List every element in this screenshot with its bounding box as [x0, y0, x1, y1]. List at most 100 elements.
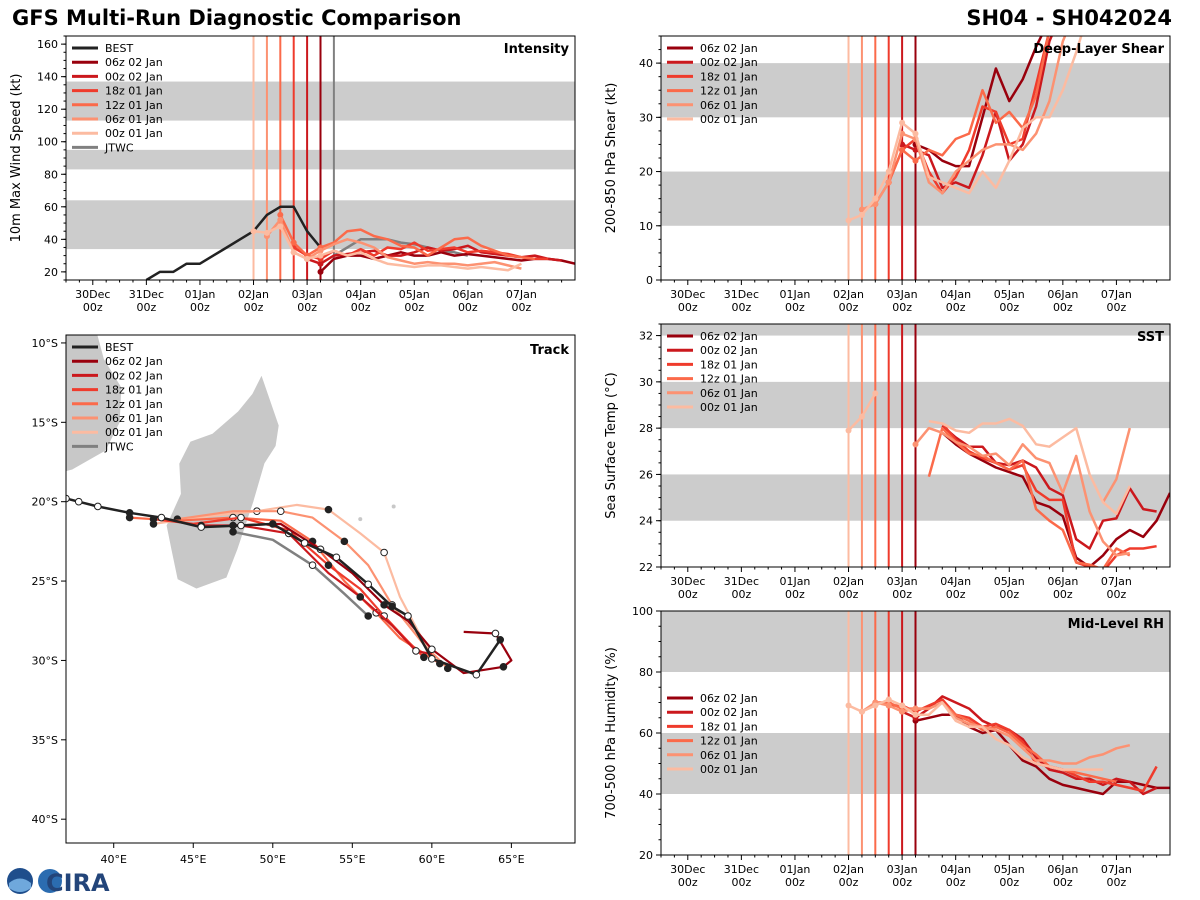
cira-logo: CIRA — [7, 868, 110, 896]
data-point — [872, 702, 879, 709]
x-tick-label: 02Jan — [833, 863, 864, 876]
data-point — [912, 705, 919, 712]
x-tick-label: 04Jan — [345, 288, 376, 301]
y-tick-label: 28 — [639, 422, 653, 435]
data-point — [317, 268, 324, 275]
track-point — [300, 539, 309, 547]
track-point — [380, 601, 388, 609]
x-tick-label: 01Jan — [779, 575, 810, 588]
x-tick-label: 03Jan — [887, 288, 918, 301]
x-tick-sublabel: 00z — [999, 876, 1019, 889]
legend-label: 06z 02 Jan — [105, 355, 163, 368]
legend-label: 12z 01 Jan — [105, 99, 163, 112]
axes-frame — [65, 334, 576, 844]
x-tick-sublabel: 00z — [678, 301, 698, 314]
y-tick-label: 120 — [37, 103, 58, 116]
x-tick-label: 07Jan — [506, 288, 537, 301]
y-tick-label: 80 — [639, 666, 653, 679]
data-point — [899, 708, 906, 715]
track-point — [308, 561, 317, 569]
x-tick-sublabel: 00z — [83, 301, 103, 314]
x-tick-label: 60°E — [419, 853, 445, 866]
x-tick-label: 30Dec — [670, 863, 705, 876]
data-point — [290, 249, 297, 256]
y-tick-label: 20 — [639, 849, 653, 862]
x-tick-sublabel: 00z — [458, 301, 478, 314]
track-point — [332, 553, 341, 562]
track-point — [496, 636, 505, 644]
legend-label: 00z 01 Jan — [105, 426, 163, 439]
y-tick-label: 100 — [632, 605, 653, 618]
track-point — [324, 505, 333, 514]
x-tick-sublabel: 00z — [512, 301, 532, 314]
x-tick-label: 02Jan — [238, 288, 269, 301]
x-tick-label: 06Jan — [1047, 575, 1078, 588]
data-point — [317, 252, 324, 259]
series-line — [941, 424, 1157, 550]
data-point — [858, 206, 865, 213]
legend-label: JTWC — [104, 141, 134, 154]
y-tick-label: 160 — [37, 38, 58, 51]
x-tick-sublabel: 00z — [946, 588, 966, 601]
y-tick-label: 20°S — [32, 496, 58, 509]
x-tick-sublabel: 00z — [1107, 301, 1127, 314]
legend-label: 18z 01 Jan — [700, 70, 758, 83]
y-tick-label: 24 — [639, 515, 653, 528]
track-point — [324, 561, 333, 569]
legend-label: 06z 02 Jan — [700, 42, 758, 55]
legend-label: 00z 01 Jan — [105, 127, 163, 140]
track-point — [380, 548, 388, 557]
globe-icon — [38, 869, 62, 893]
x-tick-label: 05Jan — [994, 575, 1025, 588]
legend-label: 06z 02 Jan — [700, 692, 758, 705]
data-point — [858, 413, 865, 420]
x-tick-sublabel: 00z — [1107, 876, 1127, 889]
track-point — [237, 513, 245, 522]
track-point — [499, 662, 508, 671]
x-tick-label: 45°E — [180, 853, 206, 866]
x-tick-label: 31Dec — [129, 288, 164, 301]
data-point — [845, 427, 852, 434]
data-point — [845, 702, 852, 709]
x-tick-label: 05Jan — [994, 863, 1025, 876]
y-tick-label: 25°S — [32, 575, 58, 588]
data-point — [885, 168, 892, 175]
track-point — [94, 502, 102, 511]
x-tick-label: 65°E — [498, 853, 524, 866]
reunion-island — [358, 517, 363, 522]
y-tick-label: 40 — [639, 788, 653, 801]
legend-label: 00z 02 Jan — [105, 70, 163, 83]
series-line — [941, 431, 1170, 567]
data-point — [912, 711, 919, 718]
x-tick-sublabel: 00z — [999, 588, 1019, 601]
data-point — [912, 130, 919, 137]
x-tick-label: 30Dec — [670, 288, 705, 301]
data-point — [872, 390, 879, 397]
x-tick-sublabel: 00z — [244, 301, 264, 314]
logo-text: CIRA — [46, 869, 110, 896]
x-tick-sublabel: 00z — [1053, 301, 1073, 314]
series-line — [848, 36, 1083, 222]
x-tick-sublabel: 00z — [678, 876, 698, 889]
y-tick-label: 30 — [639, 111, 653, 124]
legend-label: 00z 02 Jan — [700, 344, 758, 357]
x-tick-label: 04Jan — [940, 288, 971, 301]
legend-label: 12z 01 Jan — [700, 85, 758, 98]
data-point — [912, 146, 919, 153]
y-axis-label: 200-850 hPa Shear (kt) — [604, 83, 619, 234]
track-point — [428, 645, 436, 654]
series-line — [901, 36, 1053, 190]
track-point — [364, 580, 373, 589]
data-point — [263, 229, 270, 236]
legend-label: 06z 01 Jan — [105, 412, 163, 425]
plot-area — [661, 611, 1170, 855]
y-tick-label: 22 — [639, 561, 653, 574]
data-point — [885, 696, 892, 703]
x-tick-label: 06Jan — [1047, 288, 1078, 301]
x-tick-sublabel: 00z — [892, 301, 912, 314]
panel-title: Track — [530, 343, 569, 358]
data-point — [899, 119, 906, 126]
legend-label: JTWC — [104, 440, 134, 453]
x-tick-label: 06Jan — [1047, 863, 1078, 876]
x-tick-label: 01Jan — [779, 288, 810, 301]
